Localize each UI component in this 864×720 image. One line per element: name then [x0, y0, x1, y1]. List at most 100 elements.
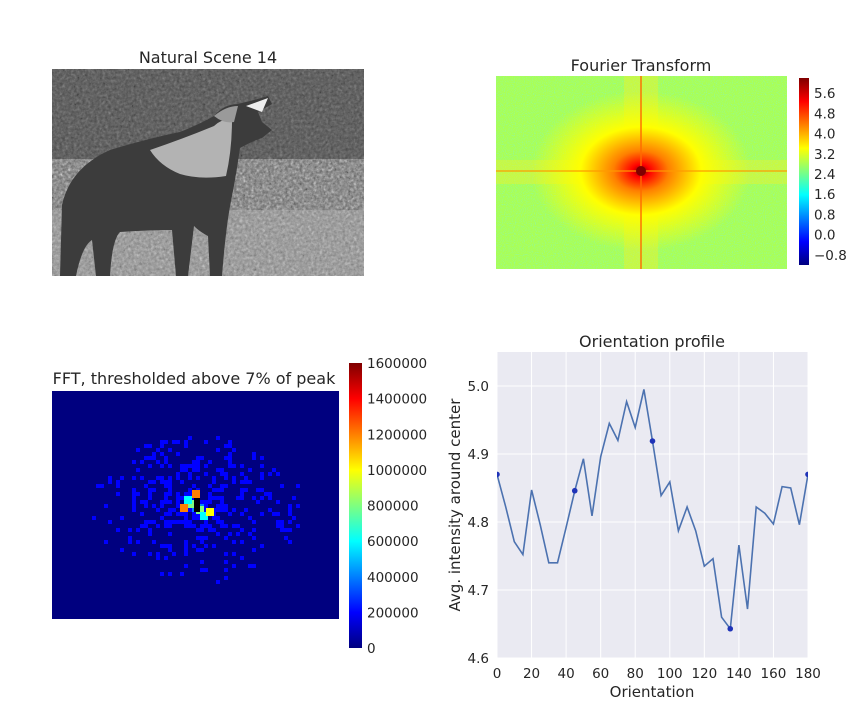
threshold-pixel	[168, 508, 172, 512]
threshold-pixel	[196, 476, 200, 480]
threshold-pixel	[164, 496, 168, 500]
threshold-pixel	[184, 520, 188, 524]
threshold-pixel	[184, 548, 188, 552]
threshold-pixel	[176, 472, 180, 476]
threshold-pixel	[220, 496, 224, 500]
threshold-pixel	[104, 504, 108, 508]
threshold-pixel	[188, 524, 192, 528]
threshold-pixel	[260, 456, 264, 460]
threshold-pixel	[176, 452, 180, 456]
threshold-pixel	[144, 484, 148, 488]
threshold-heatmap	[52, 391, 339, 619]
profile-grid	[496, 352, 809, 659]
fourier-colorbar-ticks: −0.8 0.0 0.8 1.6 2.4 3.2 4.0 4.8 5.6	[814, 86, 847, 264]
fourier-panel: Fourier Transform −0.8 0.0 0.8 1.6 2.4 3.2 4.0…	[496, 56, 847, 269]
threshold-pixel	[228, 456, 232, 460]
threshold-pixel	[172, 440, 176, 444]
threshold-pixel	[148, 456, 152, 460]
threshold-pixel	[168, 492, 172, 496]
threshold-pixel	[216, 508, 220, 512]
threshold-pixel	[292, 516, 296, 520]
threshold-pixel	[180, 480, 184, 484]
threshold-pixel	[164, 544, 168, 548]
profile-y-tick-label: 5.0	[468, 379, 489, 395]
threshold-pixel	[200, 540, 204, 544]
threshold-pixel	[152, 452, 156, 456]
profile-x-tick-label: 120	[691, 666, 717, 682]
threshold-pixel	[208, 500, 212, 504]
threshold-pixel	[184, 512, 188, 516]
threshold-pixel	[152, 480, 156, 484]
threshold-panel: FFT, thresholded above 7% of peak 0 20000…	[52, 356, 427, 657]
threshold-pixel	[152, 488, 156, 492]
threshold-pixel	[204, 440, 208, 444]
threshold-pixel	[196, 464, 200, 468]
threshold-pixel	[136, 448, 140, 452]
threshold-pixel	[148, 520, 152, 524]
threshold-pixel	[136, 540, 140, 544]
threshold-pixel	[248, 468, 252, 472]
threshold-pixel	[160, 452, 164, 456]
threshold-pixel	[276, 500, 280, 504]
threshold-pixel	[196, 468, 200, 472]
threshold-pixel	[132, 492, 136, 496]
threshold-pixel	[100, 484, 104, 488]
profile-title: Orientation profile	[579, 332, 725, 351]
threshold-pixel	[176, 496, 180, 500]
threshold-pixel	[132, 508, 136, 512]
threshold-pixel	[288, 520, 292, 524]
profile-markers	[497, 438, 808, 632]
fourier-colorbar	[799, 78, 809, 265]
threshold-pixel	[212, 528, 216, 532]
threshold-pixel	[288, 504, 292, 508]
threshold-pixel	[240, 556, 244, 560]
threshold-pixel	[168, 532, 172, 536]
threshold-pixel	[168, 480, 172, 484]
threshold-pixel	[160, 572, 164, 576]
threshold-pixel	[200, 568, 204, 572]
threshold-pixel	[120, 548, 124, 552]
threshold-pixel	[180, 468, 184, 472]
threshold-pixel	[268, 492, 272, 496]
threshold-pixel	[168, 448, 172, 452]
threshold-pixel	[216, 580, 220, 584]
threshold-pixel	[184, 492, 188, 496]
threshold-pixel	[228, 532, 232, 536]
threshold-pixel	[132, 500, 136, 504]
threshold-pixel	[168, 464, 172, 468]
threshold-pixel	[184, 440, 188, 444]
threshold-pixel	[196, 516, 200, 520]
threshold-colorbar-tick-label: 1000000	[367, 463, 427, 479]
threshold-pixel	[168, 476, 172, 480]
threshold-pixel	[204, 524, 208, 528]
threshold-pixel	[116, 528, 120, 532]
threshold-pixel	[276, 472, 280, 476]
threshold-pixel	[172, 520, 176, 524]
threshold-pixel	[256, 488, 260, 492]
threshold-pixel	[212, 488, 216, 492]
threshold-pixel	[240, 472, 244, 476]
fourier-colorbar-tick-label: 3.2	[814, 147, 835, 163]
profile-y-tick-label: 4.8	[468, 515, 489, 531]
threshold-pixel	[256, 500, 260, 504]
threshold-pixel	[188, 508, 192, 512]
threshold-pixel	[132, 488, 136, 492]
threshold-pixel	[280, 484, 284, 488]
profile-y-tick-label: 4.6	[468, 651, 489, 667]
threshold-pixel	[224, 524, 228, 528]
profile-marker	[805, 471, 808, 478]
threshold-pixel	[188, 464, 192, 468]
threshold-pixel	[92, 516, 96, 520]
profile-x-tick-label: 40	[558, 666, 575, 682]
threshold-pixel	[200, 528, 204, 532]
threshold-pixel	[168, 524, 172, 528]
fourier-colorbar-tick-label: 4.0	[814, 127, 835, 143]
threshold-pixel	[296, 524, 300, 528]
threshold-pixel	[236, 524, 240, 528]
threshold-pixel	[232, 508, 236, 512]
profile-x-tick-label: 160	[761, 666, 787, 682]
threshold-pixel	[264, 492, 268, 496]
threshold-pixel	[192, 468, 196, 472]
fourier-colorbar-tick-label: 5.6	[814, 86, 835, 102]
threshold-pixel	[208, 460, 212, 464]
